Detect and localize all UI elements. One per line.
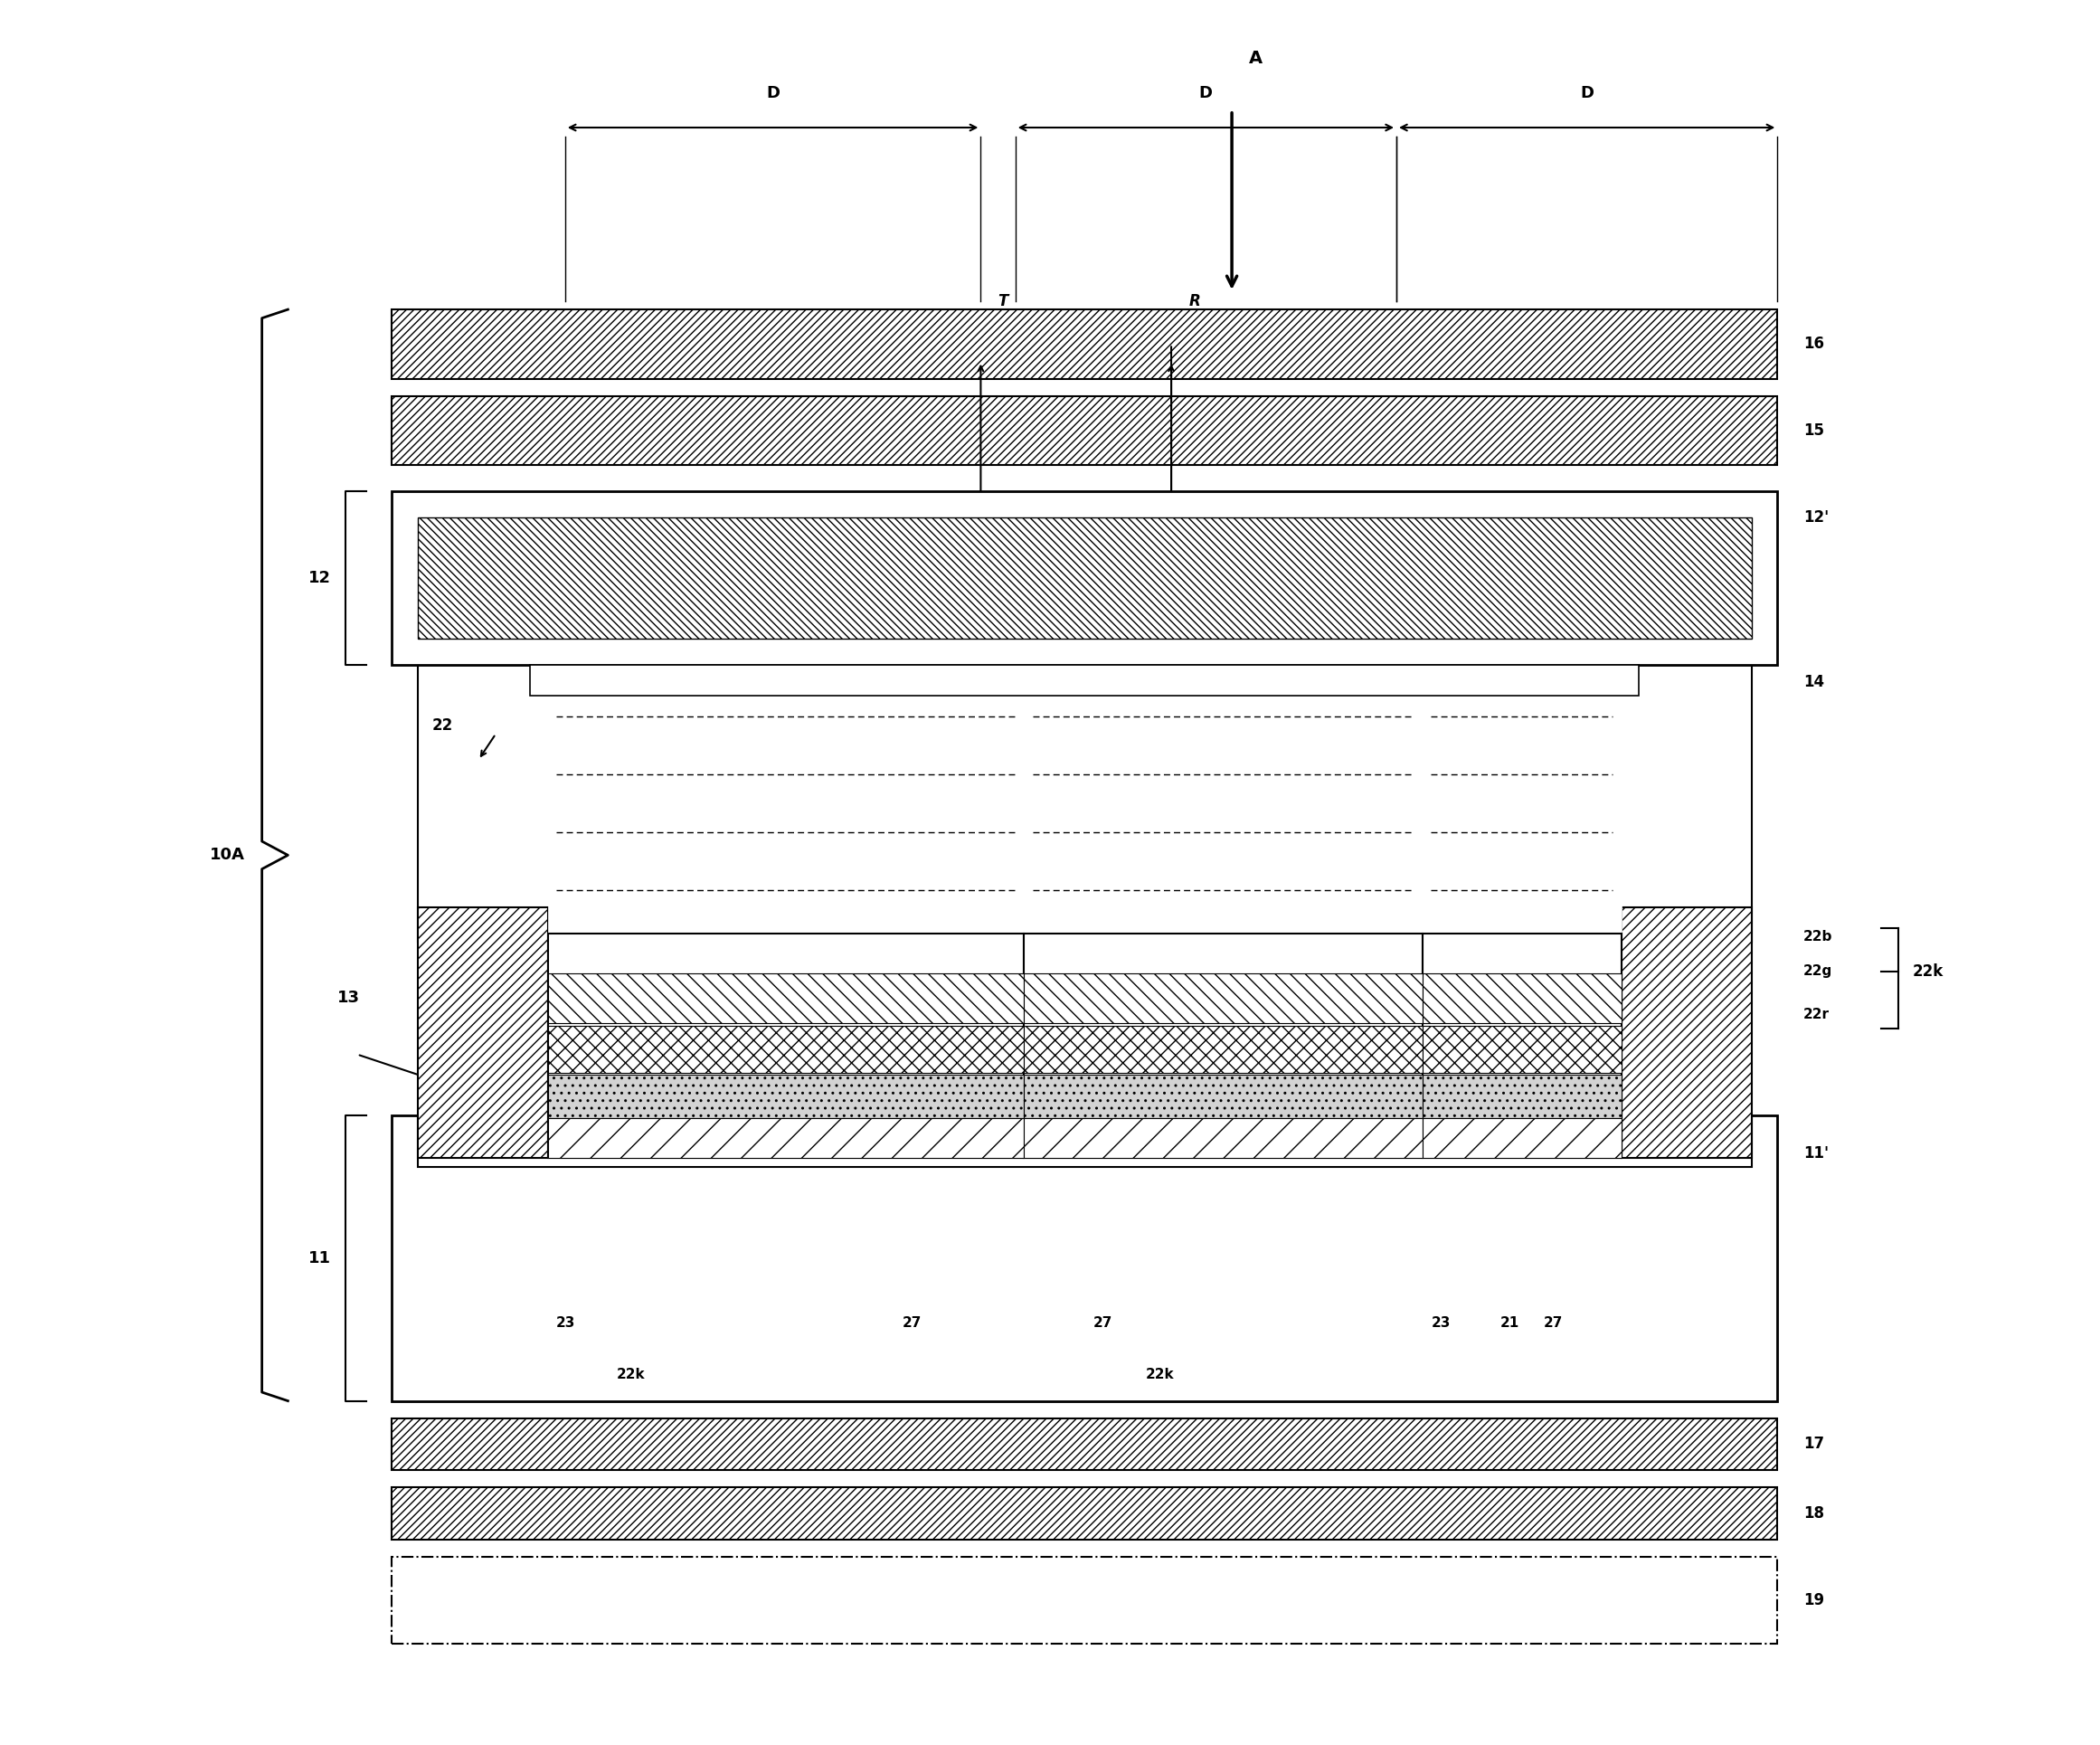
Text: 22g: 22g xyxy=(1804,965,1833,977)
Text: 22b: 22b xyxy=(1441,848,1470,862)
Text: 11: 11 xyxy=(309,1249,332,1267)
Bar xyxy=(548,1119,1025,1159)
Text: D: D xyxy=(1579,86,1594,101)
Text: 21: 21 xyxy=(1510,848,1529,862)
Text: 16: 16 xyxy=(1804,337,1825,352)
Bar xyxy=(1422,974,1621,1023)
Text: 22g: 22g xyxy=(1042,848,1071,862)
Text: 15: 15 xyxy=(1804,422,1825,440)
Bar xyxy=(1422,1026,1621,1073)
Bar xyxy=(418,665,1751,942)
Text: 11': 11' xyxy=(1804,1145,1829,1160)
Bar xyxy=(418,907,548,1159)
Text: 17: 17 xyxy=(1804,1436,1825,1452)
Text: 22p: 22p xyxy=(1396,848,1426,862)
Bar xyxy=(548,670,1621,937)
Bar xyxy=(393,1419,1777,1471)
Text: 27: 27 xyxy=(1544,1316,1562,1330)
Text: 21: 21 xyxy=(1499,1316,1520,1330)
Bar xyxy=(393,1557,1777,1644)
Bar xyxy=(393,396,1777,466)
Bar xyxy=(1025,934,1422,1159)
Text: 22b: 22b xyxy=(1804,930,1833,944)
Bar xyxy=(393,309,1777,379)
Text: 22r: 22r xyxy=(573,848,601,862)
Bar xyxy=(1025,1075,1422,1119)
Bar xyxy=(418,1115,1751,1167)
Bar xyxy=(393,1115,1777,1401)
Text: D: D xyxy=(766,86,779,101)
Text: 23: 23 xyxy=(556,1316,575,1330)
Text: 10A: 10A xyxy=(210,846,244,864)
Text: T: T xyxy=(998,293,1008,309)
Bar xyxy=(531,665,1638,696)
Bar xyxy=(1025,974,1422,1023)
Text: A: A xyxy=(1250,49,1262,66)
Text: 19: 19 xyxy=(1804,1591,1825,1609)
Bar xyxy=(393,1115,1777,1401)
Text: 22k: 22k xyxy=(1144,1368,1174,1382)
Bar xyxy=(1422,934,1621,1159)
Text: 18: 18 xyxy=(1804,1506,1825,1522)
Text: 27: 27 xyxy=(1094,1316,1113,1330)
Bar xyxy=(1025,1026,1422,1073)
Text: 26: 26 xyxy=(651,565,769,628)
Text: 23: 23 xyxy=(1430,1316,1451,1330)
Bar xyxy=(1621,907,1751,1159)
Bar xyxy=(1422,1075,1621,1119)
Bar xyxy=(1025,1119,1422,1159)
Text: 22k: 22k xyxy=(617,1368,645,1382)
Text: 13: 13 xyxy=(338,989,359,1007)
Bar xyxy=(548,934,1025,1159)
Text: 14: 14 xyxy=(1804,674,1825,689)
Text: 24: 24 xyxy=(1233,804,1252,818)
Text: 22: 22 xyxy=(433,717,454,733)
Text: 12: 12 xyxy=(309,571,332,586)
Bar xyxy=(548,974,1025,1023)
Text: D: D xyxy=(1199,86,1212,101)
Text: 27: 27 xyxy=(903,1316,922,1330)
Text: R: R xyxy=(1189,293,1199,309)
Bar xyxy=(548,1075,1025,1119)
Bar xyxy=(1422,1119,1621,1159)
Bar xyxy=(393,492,1777,665)
Text: 12': 12' xyxy=(1804,510,1829,525)
Text: 22k: 22k xyxy=(1913,963,1942,979)
Bar xyxy=(393,1487,1777,1539)
Text: 22r: 22r xyxy=(1804,1009,1829,1021)
Bar xyxy=(418,517,1751,639)
Bar xyxy=(548,1026,1025,1073)
